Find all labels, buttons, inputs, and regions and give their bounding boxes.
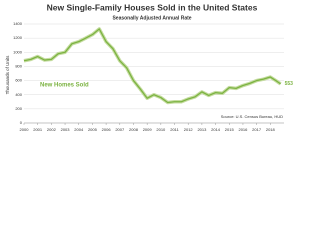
source: Source: U.S. Census Bureau, HUD: [221, 114, 283, 119]
y-tick-label: 1200: [13, 35, 23, 40]
x-tick-label: 2007: [115, 127, 125, 132]
x-tick-label: 2014: [211, 127, 221, 132]
x-tick-label: 2000: [20, 127, 30, 132]
x-tick-label: 2009: [143, 127, 153, 132]
end-value-label: 553: [285, 81, 294, 87]
x-tick-label: 2001: [33, 127, 43, 132]
chart: New Single-Family Houses Sold in the Uni…: [5, 2, 294, 132]
x-tick-label: 2004: [74, 127, 84, 132]
x-tick-label: 2017: [252, 127, 262, 132]
y-tick-label: 200: [15, 106, 22, 111]
x-tick-label: 2018: [266, 127, 276, 132]
x-tick-label: 2002: [47, 127, 57, 132]
y-tick-label: 1400: [13, 21, 23, 26]
x-tick-label: 2003: [61, 127, 71, 132]
x-tick-label: 2013: [197, 127, 207, 132]
x-tick-label: 2016: [238, 127, 248, 132]
x-tick-label: 2005: [88, 127, 98, 132]
y-tick-label: 800: [15, 63, 22, 68]
y-axis-label: Thousands of Units: [5, 55, 10, 95]
x-tick-label: 2011: [170, 127, 179, 132]
y-tick-label: 0: [20, 120, 23, 125]
x-tick-label: 2008: [129, 127, 139, 132]
y-tick-label: 400: [15, 92, 22, 97]
y-tick-label: 600: [15, 78, 22, 83]
x-tick-label: 2012: [184, 127, 194, 132]
annotation: New Homes Sold: [40, 82, 89, 88]
chart-subtitle: Seasonally Adjusted Annual Rate: [112, 15, 191, 21]
chart-title: New Single-Family Houses Sold in the Uni…: [47, 2, 258, 12]
line-shadow: [23, 27, 282, 105]
line: [23, 28, 281, 104]
x-tick-label: 2010: [156, 127, 166, 132]
y-tick-label: 1000: [13, 49, 23, 54]
x-tick-label: 2015: [225, 127, 235, 132]
x-tick-label: 2006: [102, 127, 112, 132]
